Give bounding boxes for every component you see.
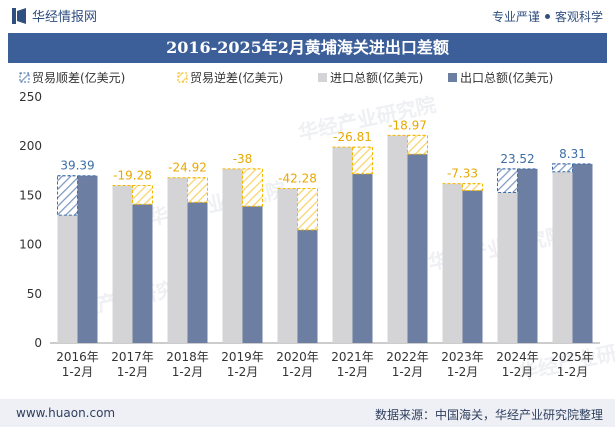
bar-export bbox=[187, 202, 208, 343]
bar-import bbox=[222, 168, 243, 343]
chart-title: 2016-2025年2月黄埔海关进出口差额 bbox=[8, 33, 607, 63]
brand-name: 华经情报网 bbox=[32, 10, 98, 25]
bar-import bbox=[552, 171, 573, 343]
balance-label: -38 bbox=[233, 152, 253, 166]
x-tick-label: 2019年 bbox=[221, 350, 264, 364]
legend-label-surplus: 贸易顺差(亿美元) bbox=[32, 70, 125, 85]
bar-import bbox=[332, 147, 353, 343]
balance-label: 23.52 bbox=[500, 152, 534, 166]
legend-swatch-surplus bbox=[19, 72, 30, 83]
y-tick-label: 250 bbox=[19, 90, 42, 104]
tagline-right: 客观科学 bbox=[554, 10, 603, 24]
balance-label: -7.33 bbox=[447, 167, 478, 181]
tagline: 专业严谨 客观科学 bbox=[492, 8, 603, 25]
bar-import bbox=[497, 192, 518, 343]
balance-box-surplus bbox=[57, 175, 78, 216]
x-tick-label: 2017年 bbox=[111, 350, 154, 364]
balance-label: -42.28 bbox=[278, 172, 317, 186]
balance-label: -19.28 bbox=[113, 169, 152, 183]
y-tick-label: 50 bbox=[27, 287, 42, 301]
bar-import bbox=[442, 183, 463, 343]
balance-box-deficit bbox=[132, 185, 153, 205]
balance-label: 39.39 bbox=[60, 159, 94, 173]
balance-box-deficit bbox=[297, 188, 318, 231]
x-tick-label: 2023年 bbox=[441, 350, 484, 364]
bar-export bbox=[407, 154, 428, 343]
footer: www.huaon.com 数据来源：中国海关，华经产业研究院整理 bbox=[0, 399, 615, 427]
bar-import bbox=[112, 185, 133, 343]
brand[interactable]: 华经情报网 bbox=[12, 6, 97, 25]
bar-export bbox=[572, 163, 593, 343]
y-tick-label: 0 bbox=[34, 336, 42, 350]
x-tick-label: 1-2月 bbox=[502, 365, 534, 379]
balance-box-deficit bbox=[407, 134, 428, 155]
legend-label-export: 出口总额(亿美元) bbox=[460, 70, 553, 85]
balance-label: 8.31 bbox=[559, 147, 586, 161]
balance-label: -24.92 bbox=[168, 161, 207, 175]
balance-box-deficit bbox=[462, 183, 483, 191]
balance-box-deficit bbox=[242, 168, 263, 207]
bar-export bbox=[242, 206, 263, 343]
x-tick-label: 1-2月 bbox=[172, 365, 204, 379]
legend-label-deficit: 贸易逆差(亿美元) bbox=[190, 70, 283, 85]
bar-import bbox=[167, 177, 188, 343]
balance-label: -26.81 bbox=[333, 130, 372, 144]
y-tick-label: 150 bbox=[19, 188, 42, 202]
x-tick-label: 2021年 bbox=[331, 350, 374, 364]
x-tick-label: 1-2月 bbox=[227, 365, 259, 379]
x-tick-label: 2016年 bbox=[56, 350, 99, 364]
bar-export bbox=[352, 173, 373, 343]
balance-label: -18.97 bbox=[388, 118, 427, 132]
x-tick-label: 1-2月 bbox=[282, 365, 314, 379]
bar-export bbox=[297, 229, 318, 343]
x-tick-label: 1-2月 bbox=[337, 365, 369, 379]
balance-box-surplus bbox=[497, 168, 518, 193]
footer-source: 数据来源：中国海关，华经产业研究院整理 bbox=[374, 408, 603, 422]
x-tick-label: 2020年 bbox=[276, 350, 319, 364]
chart-area: 华经产业研究院华经产业研究院华经产业研究院华经产业研究院华经产业研究院贸易顺差(… bbox=[19, 70, 615, 385]
balance-box-surplus bbox=[552, 163, 573, 173]
x-tick-label: 1-2月 bbox=[117, 365, 149, 379]
legend-label-import: 进口总额(亿美元) bbox=[330, 70, 423, 85]
bar-export bbox=[462, 190, 483, 343]
bar-import bbox=[387, 135, 408, 343]
watermark-text: 华经产业研究院 bbox=[146, 177, 288, 230]
bar-import bbox=[57, 215, 78, 343]
balance-box-deficit bbox=[187, 177, 208, 203]
y-tick-label: 100 bbox=[19, 238, 42, 252]
x-tick-label: 2022年 bbox=[386, 350, 429, 364]
x-tick-label: 1-2月 bbox=[392, 365, 424, 379]
x-tick-label: 1-2月 bbox=[62, 365, 94, 379]
balance-box-deficit bbox=[352, 146, 373, 175]
y-tick-label: 200 bbox=[19, 139, 42, 153]
brand-logo-icon bbox=[12, 7, 26, 24]
legend-swatch-deficit bbox=[177, 72, 188, 83]
x-tick-label: 2018年 bbox=[166, 350, 209, 364]
tagline-left: 专业严谨 bbox=[491, 10, 540, 24]
bar-export bbox=[77, 175, 98, 343]
bar-export bbox=[132, 204, 153, 343]
dot-separator-icon bbox=[544, 14, 550, 19]
legend-swatch-import bbox=[318, 73, 327, 82]
x-tick-label: 1-2月 bbox=[557, 365, 589, 379]
legend-swatch-export bbox=[448, 73, 457, 82]
bar-import bbox=[277, 188, 298, 343]
x-tick-label: 1-2月 bbox=[447, 365, 479, 379]
bar-export bbox=[517, 168, 538, 343]
x-tick-label: 2024年 bbox=[496, 350, 539, 364]
top-bar: 华经情报网 专业严谨 客观科学 bbox=[0, 0, 615, 32]
footer-url[interactable]: www.huaon.com bbox=[16, 406, 116, 420]
x-tick-label: 2025年 bbox=[551, 350, 594, 364]
